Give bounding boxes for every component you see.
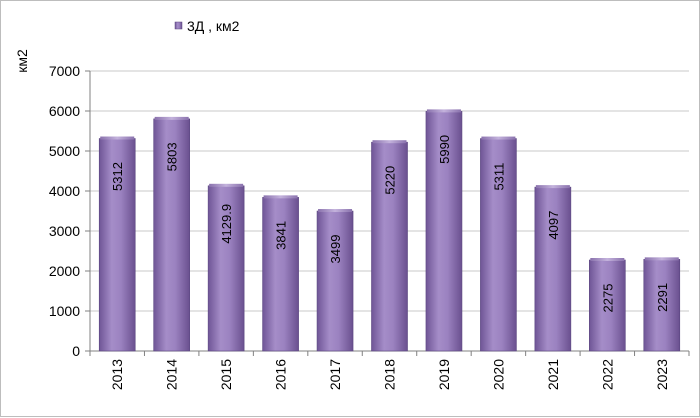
bar-2013: [98, 138, 136, 352]
bar-top-2014: [154, 116, 189, 120]
bar-top-2021: [535, 185, 570, 189]
y-tick-label: 3000: [49, 223, 80, 239]
legend-label: 3Д , км2: [187, 18, 240, 34]
y-tick-label: 5000: [49, 143, 80, 159]
data-label-2013: 5312: [110, 162, 125, 191]
data-label-2021: 4097: [546, 211, 561, 240]
data-label-2022: 2275: [600, 284, 615, 313]
data-label-2019: 5990: [437, 135, 452, 164]
bar-2021: [534, 186, 572, 352]
bar-2014: [153, 118, 190, 352]
data-label-2023: 2291: [655, 283, 670, 312]
data-label-2017: 3499: [328, 235, 343, 264]
x-tick-label: 2015: [218, 359, 234, 390]
bar-2018: [371, 141, 408, 352]
bar-2017: [316, 210, 354, 352]
x-tick-label: 2013: [109, 359, 125, 390]
bar-2020: [480, 138, 517, 352]
x-tick-label: 2019: [436, 359, 452, 390]
bars: [98, 109, 681, 352]
bar-top-2023: [644, 257, 679, 261]
legend: 3Д , км2: [174, 18, 240, 34]
bar-top-2017: [318, 209, 353, 213]
bar-top-2020: [481, 136, 516, 140]
data-label-2020: 5311: [491, 163, 506, 191]
data-label-2014: 5803: [165, 142, 180, 171]
x-tick-label: 2023: [654, 359, 670, 390]
bar-2019: [425, 111, 463, 352]
y-tick-label: 2000: [49, 263, 80, 279]
bar-top-2013: [100, 136, 135, 140]
x-tick-label: 2016: [273, 359, 289, 390]
data-label-2015: 4129.9: [219, 204, 234, 244]
x-tick-label: 2014: [164, 359, 180, 390]
data-label-2018: 5220: [383, 166, 398, 195]
bar-2015: [207, 185, 245, 352]
data-labels: 5312 5803 4129.9 3841 3499 5220 5990 5311 4097 22…: [110, 135, 670, 313]
bar-top-2018: [372, 140, 407, 144]
bar-top-2019: [426, 109, 461, 113]
y-tick-label: 0: [72, 343, 80, 359]
x-tick-label: 2017: [327, 359, 343, 390]
x-tick-label: 2021: [545, 359, 561, 390]
x-tick-label: 2020: [490, 359, 506, 390]
bar-top-2022: [590, 258, 625, 261]
y-tick-label: 7000: [49, 63, 80, 79]
bar-top-2015: [209, 183, 244, 187]
y-tick-label: 6000: [49, 103, 80, 119]
x-tick-label: 2022: [599, 359, 615, 390]
bar-top-2016: [263, 195, 298, 199]
bar-2023: [643, 259, 681, 352]
legend-swatch: [174, 21, 183, 30]
data-label-2016: 3841: [274, 221, 289, 250]
bar-2016: [262, 197, 299, 352]
x-tick-label: 2018: [382, 359, 398, 390]
y-tick-label: 1000: [49, 303, 80, 319]
y-axis-title: км2: [14, 49, 30, 73]
y-tick-label: 4000: [49, 183, 80, 199]
